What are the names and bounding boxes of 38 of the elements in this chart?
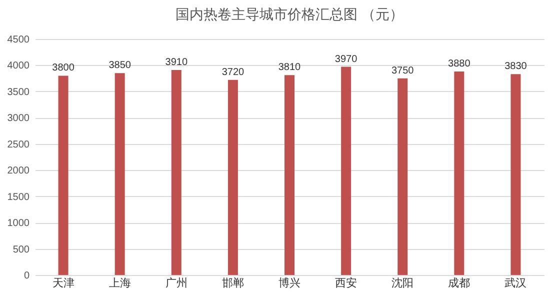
y-tick-label: 1000 [7,218,30,230]
y-tick-label: 3500 [7,86,30,98]
data-label: 3830 [504,61,528,72]
bar [228,80,238,275]
x-tick-label: 武汉 [504,276,527,290]
bar [284,75,294,275]
bar [510,74,521,275]
y-tick-label: 0 [24,270,30,282]
y-tick-label: 500 [12,244,30,256]
x-tick-label: 天津 [52,276,74,290]
bar [58,76,68,275]
bar [454,72,464,275]
y-tick-label: 4500 [7,34,30,46]
data-label: 3810 [278,62,302,74]
bar [398,78,408,275]
y-tick-label: 3000 [7,113,30,124]
chart-title: 国内热卷主导城市价格汇总图 （元） [176,6,404,22]
x-tick-label: 成都 [448,276,470,290]
bar [341,66,352,275]
data-label: 3800 [52,62,75,74]
x-tick-label: 沈阳 [392,276,414,290]
data-label: 3750 [391,65,414,76]
data-label: 3880 [448,58,471,70]
y-tick-label: 1500 [7,192,30,203]
x-tick-label: 上海 [108,276,131,290]
x-tick-label: 博兴 [278,276,300,290]
x-tick-label: 西安 [335,276,358,290]
bar [171,70,182,275]
x-tick-label: 邯郸 [222,276,244,290]
y-tick-label: 2000 [7,166,30,177]
data-label: 3850 [108,60,132,72]
bar [114,73,125,275]
data-label: 3910 [165,56,188,68]
y-tick-label: 2500 [7,139,30,150]
x-tick-label: 广州 [165,276,188,290]
data-label: 3970 [334,54,358,65]
data-label: 3720 [222,66,245,78]
y-tick-label: 4000 [7,60,30,72]
